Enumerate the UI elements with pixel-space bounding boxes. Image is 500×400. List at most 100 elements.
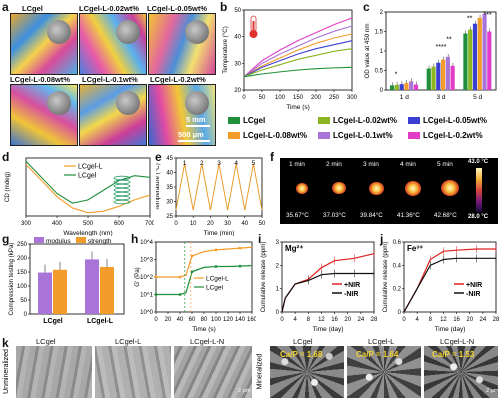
x-tick-label: 20 [344,317,351,323]
y-tick-label: 0 [276,310,280,316]
x-tick-label: 150 [293,95,304,101]
bar [436,62,441,90]
bar [450,65,455,90]
x-tick-label: 100 [275,95,286,101]
panel-label-c: c [363,0,370,14]
thermal-temp-label: 37.03°C [323,212,346,219]
sig-annotation: **** [436,44,447,51]
tile-label-3: LCgel-L-0.05wt% [147,4,208,13]
category-label: 3 d [436,94,445,101]
chart-d-cd-spectra: Wavelength (nm) CD (mdeg) 300 400 500 600 700 L… [4,157,154,236]
thermal-time-label: 2 min [326,161,342,168]
birefringence-tile-3 [148,13,216,75]
legend-label: strength [88,238,112,245]
thermal-colorbar [476,168,482,212]
x-tick-label: 100 [211,317,222,323]
y-axis-label: Compression testing (kPa) [8,243,15,316]
bar [477,17,482,90]
sem-label-unmin-3: LCgel-L-N [190,337,225,346]
sem-unmin-lcgel-l [95,346,171,398]
y-tick-label: 150 [17,270,28,276]
chart-e-heating-cycles: Time (min)Temperature (°C)0 10 20 30 40 50253… [156,156,266,236]
series-line [281,253,375,313]
legend-label: LCgel-L-0.02wt% [333,116,398,125]
x-tick-label: 40 [241,221,248,227]
y-axis-label: OD value at 450 nm [364,23,371,78]
y-axis-label: Cumulative release (ppm) [382,242,389,313]
series-marker [238,246,242,250]
tile-label-1: LCgel [22,4,43,13]
x-tick-label: 8 [429,317,433,323]
x-tick-label: 50 [259,221,266,227]
series-line [243,40,353,78]
y-tick-label: 250 [17,242,28,248]
legend-swatch [408,132,420,139]
chart-g-compression: Compression testing (kPa) 0 50 100 150 200 250… [8,237,125,325]
thermal-hotspot [368,181,384,195]
series-line [243,48,353,78]
sem-label-unmin-1: LCgel [36,337,56,346]
thermal-tile: 3 min 39.84°C [358,158,395,224]
series-line [403,257,496,313]
thermal-temp-label: 39.84°C [360,212,383,219]
legend-swatch [318,117,330,124]
series-line [156,246,253,278]
y-tick-label: 35 [166,185,173,191]
hydrogel-photo-disc [185,20,209,44]
y-tick-label: 10^3 [140,258,153,264]
category-label: LCgel [43,318,63,325]
x-axis-label: Time (day) [313,326,344,333]
panel-k-sem: Unmineralized LCgel LCgel-L LCgel-L-N Mi… [0,337,500,400]
legend-label: LCgel-L [206,276,229,283]
plot-frame [29,243,125,315]
thermal-hotspot [404,180,422,196]
x-tick-label: 50 [259,95,266,101]
bar [431,66,436,90]
panel-label-g: g [2,232,10,246]
legend-label: LCgel [78,173,97,180]
legend-bc: LCgel LCgel-L-0.02wt% LCgel-L-0.05wt% LCgel… [228,116,498,150]
scale-bar-5mm [186,125,210,127]
sem-label-min-2: LCgel-L [368,337,395,346]
series-marker [238,264,242,268]
x-tick-label: 0 [242,95,246,101]
hydrogel-photo-disc [116,91,140,115]
y-tick-label: 0 [24,312,28,318]
thermal-temp-label: 42.68°C [434,212,457,219]
thermal-tile: 1 min 35.67°C [284,158,321,224]
panel-label-f: f [270,150,274,164]
y-tick-label: 100 [17,284,28,290]
bar [399,84,404,90]
y-tick-label: 50 [234,8,241,14]
series-marker [190,270,194,274]
cycle-label: 5 [252,160,256,167]
helix-icon [113,187,131,193]
legend-label: -NIR [344,291,358,298]
category-label: LCgel-L [87,318,114,325]
x-tick-label: 400 [52,221,63,227]
bar [38,272,52,314]
thermal-time-label: 4 min [400,161,416,168]
y-tick-label: 0.6 [393,240,402,246]
y-tick-label: 50 [20,298,27,304]
x-tick-label: 120 [223,317,234,323]
x-axis-label: Wavelength (nm) [63,230,112,236]
series-line [243,25,353,78]
thermal-hotspot [441,180,459,197]
thermal-time-label: 1 min [289,161,305,168]
helix-icon [113,199,131,205]
x-tick-label: 200 [311,95,322,101]
legend-label: LCgel [206,285,224,292]
series-marker [154,275,158,279]
row-label-unmineralized: Unmineralized [2,349,10,394]
thermal-hotspot [332,182,346,195]
y-axis-label: G' (Pa) [134,267,141,286]
sem-min-lcgel-l [347,346,421,398]
y-tick-label: 40 [234,35,241,41]
panel-label-i: i [258,232,262,246]
chart-title: Mg²⁺ [285,244,303,253]
legend-label: -NIR [466,291,480,298]
x-tick-label: 0 [280,317,284,323]
sem-min-lcgel-l-n [424,346,498,398]
x-axis-label: Time (day) [435,326,466,333]
